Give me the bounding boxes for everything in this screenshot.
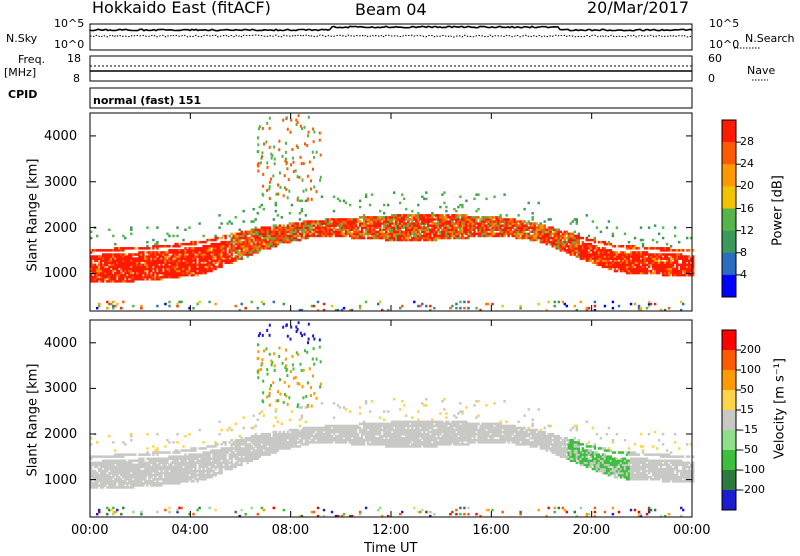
cpid-panel-frame [90,88,692,108]
velocity-colorbar-segment [722,450,736,470]
power-colorbar-segment [722,253,736,275]
power-colorbar-segment [722,209,736,231]
power-colorbar-segment [722,231,736,253]
power-panel-frame [90,113,692,311]
velocity-colorbar-segment [722,430,736,450]
velocity-colorbar-segment [722,390,736,410]
velocity-colorbar-segment [722,370,736,390]
velocity-colorbar-segment [722,350,736,370]
power-colorbar-segment [722,275,736,297]
power-colorbar-segment [722,164,736,186]
sky-noise-line [90,26,692,30]
search-noise-line [90,35,692,37]
velocity-colorbar-segment [722,470,736,490]
power-heatmap [90,114,694,311]
power-colorbar-segment [722,120,736,142]
velocity-heatmap [90,321,694,517]
velocity-colorbar-segment [722,330,736,350]
velocity-panel-frame [90,320,692,517]
power-colorbar-segment [722,186,736,208]
freq-panel-frame [90,56,692,81]
velocity-colorbar-segment [722,490,736,510]
power-colorbar-segment [722,142,736,164]
velocity-colorbar-segment [722,410,736,430]
